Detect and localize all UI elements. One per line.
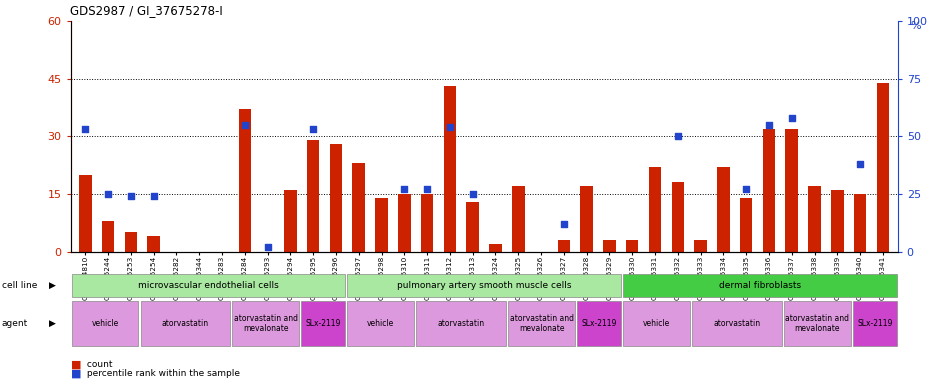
- Text: count: count: [84, 360, 112, 369]
- Text: GDS2987 / GI_37675278-I: GDS2987 / GI_37675278-I: [70, 4, 224, 17]
- Bar: [232, 301, 299, 346]
- Bar: [330, 144, 342, 252]
- Bar: [348, 274, 620, 296]
- Point: [78, 126, 93, 132]
- Point: [556, 221, 572, 227]
- Point: [465, 191, 480, 197]
- Text: microvascular endothelial cells: microvascular endothelial cells: [138, 281, 279, 290]
- Bar: [509, 301, 575, 346]
- Point: [237, 122, 252, 128]
- Bar: [148, 236, 160, 252]
- Bar: [695, 240, 707, 252]
- Point: [853, 161, 868, 167]
- Bar: [79, 175, 91, 252]
- Point: [419, 186, 434, 192]
- Bar: [762, 129, 775, 252]
- Bar: [623, 274, 897, 296]
- Point: [306, 126, 321, 132]
- Text: atorvastatin and
mevalonate: atorvastatin and mevalonate: [234, 314, 298, 333]
- Bar: [740, 198, 752, 252]
- Text: ■: ■: [70, 368, 81, 378]
- Bar: [877, 83, 889, 252]
- Text: vehicle: vehicle: [91, 319, 118, 328]
- Text: SLx-2119: SLx-2119: [857, 319, 892, 328]
- Bar: [302, 301, 345, 346]
- Point: [443, 124, 458, 130]
- Bar: [352, 163, 365, 252]
- Bar: [348, 301, 414, 346]
- Text: vehicle: vehicle: [643, 319, 670, 328]
- Bar: [626, 240, 638, 252]
- Bar: [784, 301, 851, 346]
- Bar: [717, 167, 729, 252]
- Bar: [375, 198, 388, 252]
- Text: atorvastatin and
mevalonate: atorvastatin and mevalonate: [785, 314, 849, 333]
- Point: [101, 191, 116, 197]
- Text: SLx-2119: SLx-2119: [306, 319, 341, 328]
- Text: SLx-2119: SLx-2119: [581, 319, 617, 328]
- Bar: [71, 274, 345, 296]
- Bar: [512, 186, 525, 252]
- Bar: [102, 221, 115, 252]
- Bar: [416, 301, 506, 346]
- Bar: [671, 182, 684, 252]
- Bar: [577, 301, 620, 346]
- Text: agent: agent: [2, 319, 28, 328]
- Text: ▶: ▶: [49, 281, 55, 290]
- Bar: [808, 186, 821, 252]
- Bar: [853, 301, 897, 346]
- Bar: [649, 167, 661, 252]
- Text: cell line: cell line: [2, 281, 38, 290]
- Bar: [557, 240, 571, 252]
- Text: percentile rank within the sample: percentile rank within the sample: [84, 369, 240, 378]
- Bar: [603, 240, 616, 252]
- Bar: [284, 190, 297, 252]
- Bar: [692, 301, 782, 346]
- Bar: [125, 232, 137, 252]
- Text: pulmonary artery smooth muscle cells: pulmonary artery smooth muscle cells: [397, 281, 572, 290]
- Point: [739, 186, 754, 192]
- Bar: [786, 129, 798, 252]
- Bar: [623, 301, 690, 346]
- Bar: [141, 301, 230, 346]
- Bar: [854, 194, 867, 252]
- Text: ■: ■: [70, 360, 81, 370]
- Text: atorvastatin: atorvastatin: [713, 319, 760, 328]
- Text: atorvastatin and
mevalonate: atorvastatin and mevalonate: [509, 314, 573, 333]
- Bar: [421, 194, 433, 252]
- Point: [670, 133, 685, 139]
- Point: [397, 186, 412, 192]
- Text: %: %: [910, 21, 921, 31]
- Point: [146, 193, 161, 199]
- Bar: [831, 190, 843, 252]
- Bar: [398, 194, 411, 252]
- Point: [784, 115, 799, 121]
- Text: atorvastatin: atorvastatin: [162, 319, 209, 328]
- Bar: [71, 301, 138, 346]
- Bar: [307, 140, 320, 252]
- Text: vehicle: vehicle: [368, 319, 394, 328]
- Bar: [239, 109, 251, 252]
- Point: [123, 193, 138, 199]
- Text: ▶: ▶: [49, 319, 55, 328]
- Bar: [466, 202, 479, 252]
- Bar: [444, 86, 456, 252]
- Text: dermal fibroblasts: dermal fibroblasts: [719, 281, 801, 290]
- Bar: [489, 244, 502, 252]
- Point: [761, 122, 776, 128]
- Bar: [580, 186, 593, 252]
- Text: atorvastatin: atorvastatin: [437, 319, 485, 328]
- Point: [260, 244, 275, 250]
